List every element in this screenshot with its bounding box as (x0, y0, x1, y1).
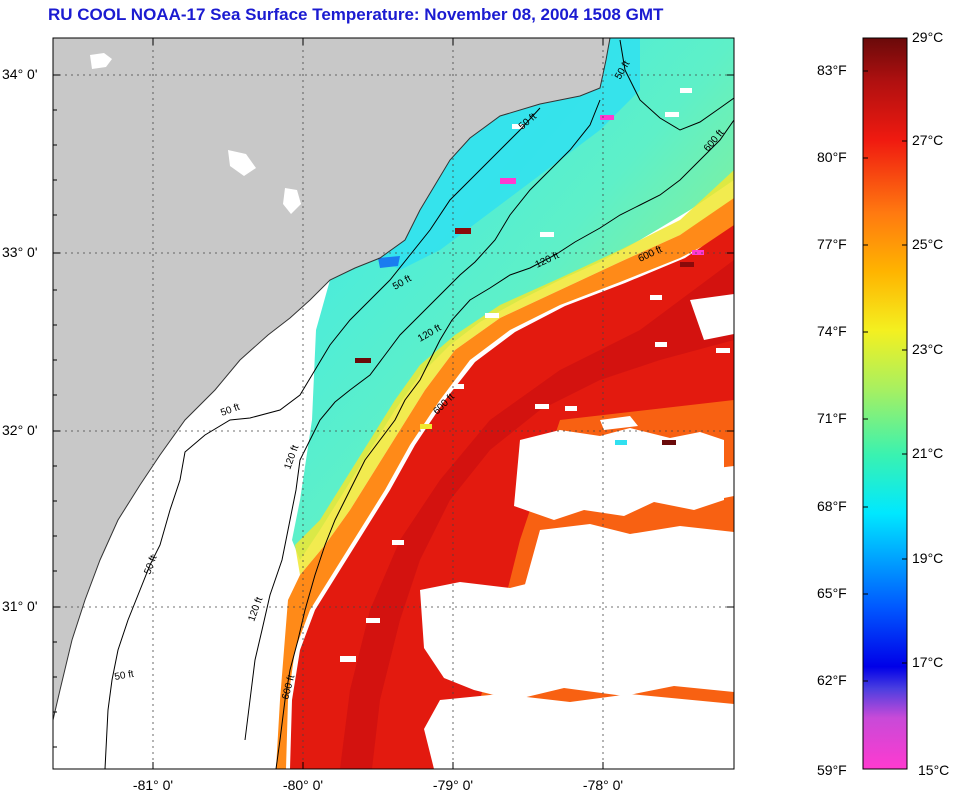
lon-label: -81° 0' (132, 777, 174, 793)
colorbar-c-label: 27°C (912, 132, 944, 148)
lat-label: 34° 0' (2, 66, 38, 82)
colorbar-ticks (863, 70, 907, 682)
colorbar-f-label: 68°F (817, 498, 847, 514)
colorbar-f-label: 80°F (817, 149, 847, 165)
lat-label: 32° 0' (2, 422, 38, 438)
graticule (53, 38, 734, 769)
colorbar-f-label: 83°F (817, 62, 847, 78)
lat-label: 33° 0' (2, 244, 38, 260)
lon-label: -78° 0' (582, 777, 624, 793)
map-frame (52, 37, 735, 770)
shelf-water (292, 38, 734, 560)
lat-label: 31° 0' (2, 598, 38, 614)
colorbar-c-label: 29°C (912, 29, 944, 45)
colorbar-f-label: 77°F (817, 236, 847, 252)
colorbar-f-label: 62°F (817, 672, 847, 688)
colorbar-c-label: 23°C (912, 341, 944, 357)
colorbar-f-label: 71°F (817, 410, 847, 426)
cloud-mask (340, 88, 734, 769)
map-title: RU COOL NOAA-17 Sea Surface Temperature:… (48, 5, 664, 24)
lon-label: -80° 0' (282, 777, 324, 793)
colorbar-f-label: 74°F (817, 323, 847, 339)
map-area (53, 38, 734, 769)
contour-label: 50 ft (114, 669, 135, 683)
colorbar (862, 37, 908, 770)
lon-label: -79° 0' (432, 777, 474, 793)
land-region (53, 38, 610, 720)
axis-ticks (53, 38, 734, 769)
colorbar-c-label: 17°C (912, 654, 944, 670)
depth-contours (104, 39, 734, 769)
nearshore-no-data (53, 318, 316, 769)
colorbar-c-label: 19°C (912, 550, 944, 566)
colorbar-f-label: 65°F (817, 585, 847, 601)
colorbar-c-label: 25°C (912, 236, 944, 252)
colorbar-f-label: 59°F (817, 762, 847, 778)
colorbar-c-label: 15°C (918, 762, 950, 778)
colorbar-c-label: 21°C (912, 445, 944, 461)
